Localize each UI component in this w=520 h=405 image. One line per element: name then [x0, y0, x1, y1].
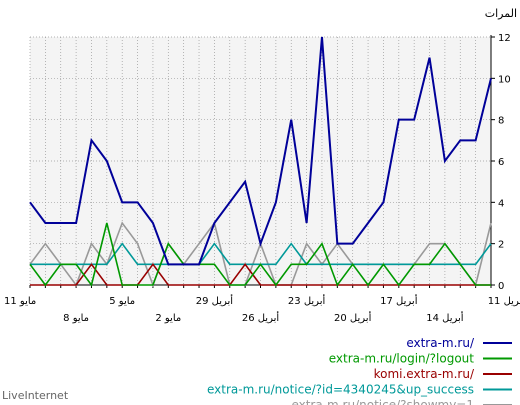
y-tick-label: 12: [498, 33, 511, 44]
y-tick-label: 6: [498, 157, 504, 168]
legend-label: extra-m.ru/: [406, 336, 475, 350]
legend-label: extra-m.ru/notice/?showmy=1: [291, 398, 474, 405]
y-tick-label: 0: [498, 281, 504, 292]
x-tick-label: 11 مايو: [4, 296, 36, 307]
x-tick-label: 11 أبريل: [488, 294, 520, 307]
grid-lines: [29, 36, 492, 285]
legend: extra-m.ru/extra-m.ru/login/?logoutkomi.…: [207, 336, 512, 405]
x-tick-label: 20 أبريل: [334, 311, 372, 324]
x-tick-label: 8 مايو: [63, 313, 89, 324]
y-tick-label: 2: [498, 240, 504, 251]
legend-label: extra-m.ru/notice/?id=4340245&up_success: [207, 383, 474, 397]
x-tick-labels: 11 مايو 5 مايو 29 أبريل 23 أبريل 17 أبريل 11 …: [4, 294, 520, 324]
series-lines: [29, 36, 492, 288]
series-line-3: [30, 262, 491, 286]
series-line-2: [29, 222, 491, 287]
y-axis-label: المرات: [485, 7, 517, 20]
x-tick-label: 29 أبريل: [196, 294, 234, 307]
x-tick-label: 2 مايو: [155, 313, 181, 324]
y-tick-label: 10: [498, 74, 511, 85]
legend-label: extra-m.ru/login/?logout: [329, 352, 475, 366]
x-tick-label: 5 مايو: [109, 296, 135, 307]
x-tick-label: 14 أبريل: [426, 311, 464, 324]
x-tick-label: 26 أبريل: [242, 311, 280, 324]
x-tick-label: 17 أبريل: [380, 294, 418, 307]
x-tick-label: 23 أبريل: [288, 294, 326, 307]
legend-label: komi.extra-m.ru/: [374, 367, 475, 381]
y-tick-label: 8: [498, 116, 504, 127]
y-tick-labels: 0 2 4 6 8 10 12: [498, 33, 511, 292]
y-tick-label: 4: [498, 198, 504, 209]
series-line-1: [29, 36, 492, 266]
branding-label: LiveInternet: [2, 389, 69, 402]
